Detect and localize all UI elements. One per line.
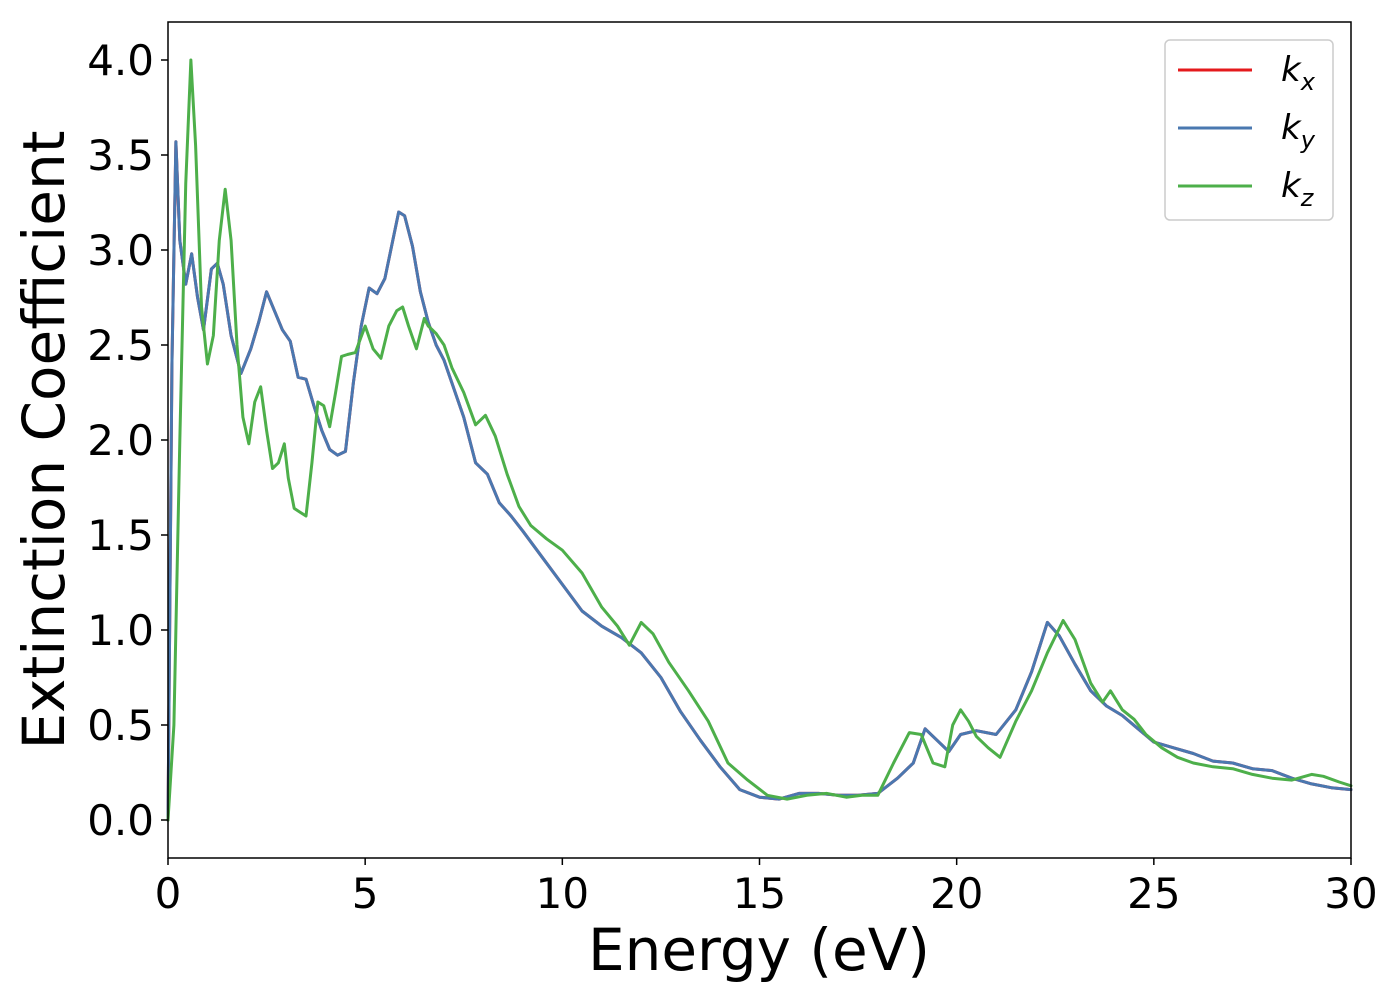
y-tick-label: 2.5 — [87, 321, 154, 370]
y-tick-label: 3.0 — [87, 226, 154, 275]
y-axis-title: Extinction Coefficient — [10, 131, 78, 750]
y-tick-label: 3.5 — [87, 131, 154, 180]
x-tick-label: 10 — [536, 869, 589, 918]
y-tick-label: 4.0 — [87, 36, 154, 85]
series-line-kz — [166, 58, 1353, 822]
x-tick-label: 5 — [352, 869, 379, 918]
legend-subscript: y — [1300, 126, 1316, 154]
y-tick-label: 2.0 — [87, 416, 154, 465]
y-axis: 0.0 0.5 1.0 1.5 2.0 2.5 3.0 3.5 4.0 — [87, 36, 168, 845]
y-tick-label: 0.5 — [87, 701, 154, 750]
series-line-kx — [166, 140, 1353, 822]
legend-subscript: z — [1300, 184, 1315, 212]
y-tick-label: 0.0 — [87, 796, 154, 845]
x-tick-label: 30 — [1324, 869, 1377, 918]
x-tick-label: 25 — [1127, 869, 1180, 918]
x-axis: 0 5 10 15 20 25 30 — [155, 858, 1378, 918]
legend-subscript: x — [1300, 68, 1316, 96]
x-tick-label: 0 — [155, 869, 182, 918]
y-tick-label: 1.0 — [87, 606, 154, 655]
x-tick-label: 15 — [733, 869, 786, 918]
x-axis-title: Energy (eV) — [588, 916, 930, 984]
x-tick-label: 20 — [930, 869, 983, 918]
legend-box — [1164, 39, 1334, 221]
series-layer — [166, 58, 1353, 822]
y-tick-label: 1.5 — [87, 511, 154, 560]
series-line-ky — [166, 140, 1353, 822]
